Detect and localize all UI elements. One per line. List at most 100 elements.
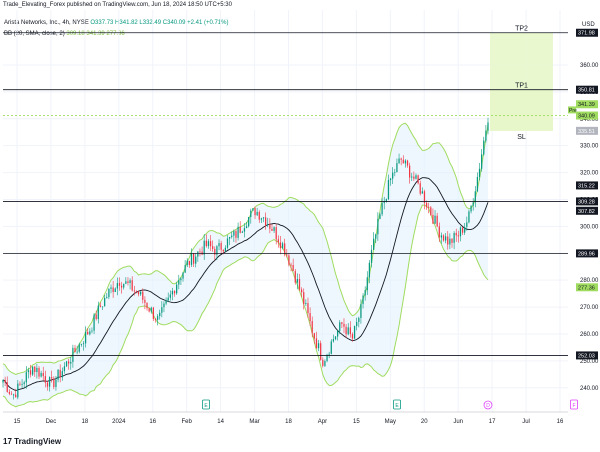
candle-body — [466, 222, 468, 227]
x-tick-label: Dec — [46, 419, 57, 425]
x-tick-label: 16 — [557, 419, 564, 425]
candle-body — [389, 178, 392, 181]
indicator-values: 309.18 341.39 277.36 — [66, 31, 125, 37]
candle-body — [116, 283, 118, 289]
candle-body — [95, 314, 97, 320]
ohlc-values: O337.73 H341.82 L332.49 C340.09 +2.41 (+… — [90, 20, 229, 26]
basis-line — [2, 177, 489, 392]
y-tick-label: 270.00 — [580, 305, 599, 311]
candle-body — [341, 322, 343, 324]
candle-body — [101, 306, 104, 308]
candle-body — [279, 242, 282, 249]
candle-body — [358, 317, 360, 323]
candle-body — [222, 249, 224, 252]
candle-body — [48, 377, 51, 387]
candle-body — [457, 235, 459, 237]
grid — [3, 10, 568, 412]
candle-body — [76, 351, 78, 353]
candle-body — [309, 313, 311, 322]
candle-body — [356, 322, 358, 327]
candle-body — [392, 172, 394, 179]
price-label: 309.28 — [578, 199, 595, 205]
candle-body — [421, 191, 423, 194]
candle-body — [93, 314, 95, 331]
symbol-legend[interactable]: Arista Networks, Inc., 4h, NYSE O337.73 … — [4, 20, 228, 26]
x-tick-label: 18 — [82, 419, 89, 425]
candle-body — [430, 207, 432, 215]
candle-body — [404, 160, 407, 164]
candle-body — [428, 207, 430, 208]
price-label-box — [576, 206, 598, 215]
candle-body — [123, 283, 125, 288]
candle-body — [89, 331, 91, 335]
zone-label-tp1: TP1 — [515, 83, 528, 90]
candle-body — [286, 254, 288, 256]
candle-body — [125, 281, 127, 284]
y-tick-label: 260.00 — [580, 332, 599, 338]
candle-body — [195, 256, 197, 264]
candle-body — [131, 280, 133, 291]
candle-body — [212, 246, 214, 249]
candle-body — [148, 308, 150, 312]
currency-label: USD — [582, 22, 595, 28]
price-flag: Pre — [569, 108, 577, 114]
candle-body — [264, 217, 267, 226]
candle-body — [307, 303, 309, 314]
candle-body — [334, 336, 337, 340]
price-label: 252.03 — [578, 353, 595, 359]
candle-body — [305, 303, 307, 305]
candle-body — [322, 359, 324, 366]
candle-body — [203, 240, 205, 255]
candle-body — [161, 307, 163, 313]
event-marker-label: D — [486, 403, 490, 409]
candle-body — [224, 247, 227, 252]
candle-body — [303, 292, 305, 305]
candle-body — [190, 253, 193, 265]
y-tick-label: 300.00 — [580, 224, 599, 230]
candle-body — [228, 236, 231, 239]
candle-body — [27, 370, 30, 373]
candle-body — [214, 248, 216, 255]
candle-body — [137, 291, 140, 295]
candle-body — [154, 318, 157, 320]
candle-body — [379, 214, 381, 219]
candle-body — [182, 272, 184, 279]
candle-body — [292, 265, 294, 272]
candle-body — [402, 159, 404, 164]
candle-body — [387, 180, 390, 200]
y-tick-label: 340.00 — [580, 117, 599, 123]
x-tick-label: 18 — [285, 419, 292, 425]
candle-body — [281, 243, 284, 249]
candle-body — [478, 168, 481, 177]
y-tick-label: 320.00 — [580, 171, 599, 177]
candle-body — [173, 290, 176, 294]
bollinger-bands — [2, 122, 489, 408]
candle-body — [91, 330, 93, 332]
candle-body — [21, 384, 23, 385]
upper-band — [2, 122, 489, 376]
candle-body — [449, 238, 451, 245]
candle-body — [438, 226, 440, 238]
candle-body — [78, 344, 80, 352]
price-labels: Pre 371.98 350.81 341.39 340.09 335.51 315.22 3… — [568, 28, 598, 360]
price-label: 340.09 — [578, 114, 595, 120]
candle-body — [243, 228, 246, 232]
candle-body — [326, 354, 328, 362]
candle-body — [328, 353, 330, 355]
price-label-box — [576, 111, 598, 120]
candle-body — [411, 176, 413, 178]
candle-body — [80, 344, 82, 345]
candle-body — [436, 215, 438, 227]
candle-body — [17, 383, 19, 398]
candle-body — [425, 202, 428, 208]
candle-body — [442, 235, 445, 241]
indicator-legend[interactable]: BB (20, SMA, close, 2) 309.18 341.39 277… — [4, 31, 125, 37]
candle-body — [29, 370, 32, 375]
candle-body — [320, 343, 322, 360]
candle-body — [239, 226, 241, 233]
candle-body — [474, 191, 476, 203]
candle-body — [250, 210, 252, 217]
price-label-box — [576, 351, 598, 360]
